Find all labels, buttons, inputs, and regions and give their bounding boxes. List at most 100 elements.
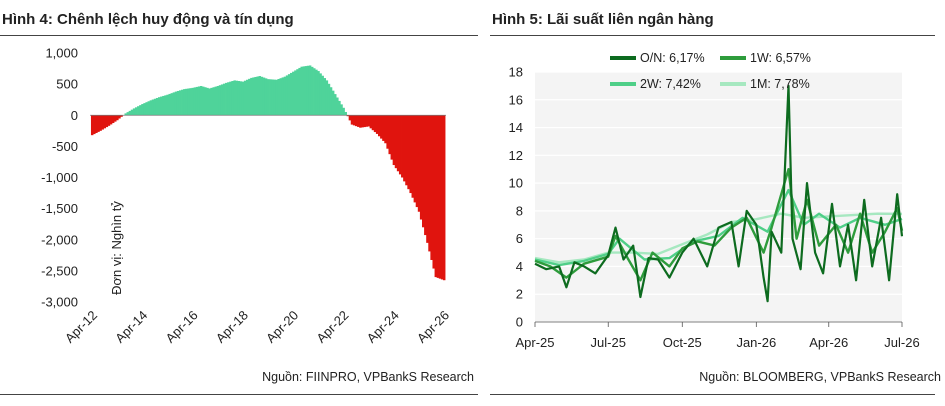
gap-bar: [417, 115, 421, 212]
gap-bar: [390, 115, 394, 160]
funding-credit-gap-chart: 1,000 500 0 -500 -1,000 -1,500 -2,000 -2,500 -3,…: [41, 46, 452, 346]
gap-bar: [426, 115, 429, 243]
legend-entry: O/N: 6,17%: [640, 51, 705, 65]
x-tick-label: Jul-26: [884, 335, 919, 350]
gap-bar: [325, 80, 329, 116]
gap-bar: [202, 86, 205, 116]
gap-bar: [124, 113, 127, 116]
gap-bar: [189, 88, 192, 116]
gap-bar: [413, 115, 417, 203]
gap-bar: [375, 115, 379, 134]
y-tick-label: -1,000: [41, 170, 78, 185]
gap-bar: [227, 82, 230, 116]
gap-bar: [422, 115, 425, 228]
gap-bar: [214, 86, 218, 116]
y-tick-label: -2,000: [41, 232, 78, 247]
gap-bar: [162, 95, 165, 116]
gap-bar: [90, 115, 94, 136]
legend-entry: 1M: 7,78%: [750, 77, 810, 91]
gap-bar: [246, 79, 249, 116]
gap-bar: [195, 86, 199, 116]
x-tick-label: Apr-20: [263, 308, 301, 346]
gap-bar: [235, 80, 239, 116]
figure-4-source: Nguồn: FIINPRO, VPBankS Research: [262, 370, 474, 384]
gap-bar: [434, 115, 438, 278]
y-tick-label: 6: [516, 231, 523, 246]
x-tick-label: Apr-16: [162, 308, 200, 346]
gap-bar: [137, 106, 140, 116]
gap-bar: [248, 78, 251, 116]
gap-bar: [176, 90, 180, 116]
gap-bar: [334, 94, 337, 116]
y-tick-label: -3,000: [41, 295, 78, 310]
gap-bar: [212, 87, 215, 116]
gap-bar: [199, 85, 203, 116]
gap-bar: [306, 65, 310, 116]
gap-bar: [285, 75, 289, 116]
gap-bar: [346, 115, 350, 117]
gap-bar: [241, 81, 245, 116]
x-tick-label: Apr-14: [112, 308, 150, 346]
gap-bar: [398, 115, 402, 175]
gap-bar: [323, 78, 327, 116]
gap-bar: [329, 87, 333, 116]
figure-5-title: Hình 5: Lãi suất liên ngân hàng: [492, 11, 714, 28]
gap-bar: [114, 115, 117, 122]
figure-5-top-rule: [490, 35, 935, 36]
gap-bar: [141, 104, 144, 116]
gap-bar: [222, 83, 226, 116]
figure-5-source: Nguồn: BLOOMBERG, VPBankS Research: [699, 370, 941, 384]
gap-bar: [107, 115, 111, 126]
gap-bar: [250, 77, 253, 116]
y-tick-label: 1,000: [45, 46, 78, 61]
gap-bar: [132, 108, 136, 116]
gap-bar: [170, 93, 174, 116]
gap-bar: [378, 115, 381, 137]
gap-bar: [428, 115, 431, 252]
y-axis-label: Đơn vị: Nghìn tỷ: [109, 201, 124, 295]
gap-bar: [405, 115, 408, 186]
gap-bar: [424, 115, 427, 236]
y-tick-label: -2,500: [41, 263, 78, 278]
gap-bar: [231, 81, 234, 116]
gap-bar: [155, 97, 159, 116]
gap-bar: [149, 100, 153, 116]
gap-bar: [118, 115, 121, 119]
gap-bar: [269, 79, 272, 116]
gap-bar: [147, 101, 151, 116]
gap-bar: [432, 115, 435, 269]
gap-bar: [367, 115, 371, 127]
x-tick-label: Apr-26: [809, 335, 848, 350]
gap-bar: [287, 74, 291, 116]
y-tick-label: 0: [516, 315, 523, 330]
gap-bar: [294, 70, 297, 116]
gap-bar: [315, 69, 318, 116]
gap-bar: [237, 81, 241, 116]
gap-bar: [436, 115, 440, 278]
gap-bar: [128, 110, 132, 116]
y-tick-label: 500: [56, 77, 78, 92]
gap-bar: [111, 115, 115, 124]
gap-bar: [401, 115, 404, 178]
x-tick-label: Apr-25: [515, 335, 554, 350]
gap-bar: [93, 115, 96, 135]
gap-bar: [197, 86, 201, 116]
figure-4-top-rule: [0, 35, 478, 36]
gap-bar: [105, 115, 109, 128]
gap-bar: [109, 115, 113, 125]
y-tick-label: 4: [516, 259, 523, 274]
gap-bar: [145, 102, 148, 116]
gap-bar: [279, 78, 283, 116]
y-tick-label: 16: [509, 92, 523, 107]
gap-bar: [357, 115, 360, 127]
gap-bar: [220, 84, 224, 116]
gap-bar: [139, 105, 142, 116]
gap-bar: [243, 80, 247, 116]
gap-bar: [386, 115, 389, 149]
gap-bar: [166, 94, 169, 116]
gap-bar: [191, 87, 195, 116]
gap-bar: [258, 76, 262, 116]
gap-bar: [327, 83, 331, 116]
gap-bar: [218, 85, 222, 116]
gap-bar: [354, 115, 358, 127]
